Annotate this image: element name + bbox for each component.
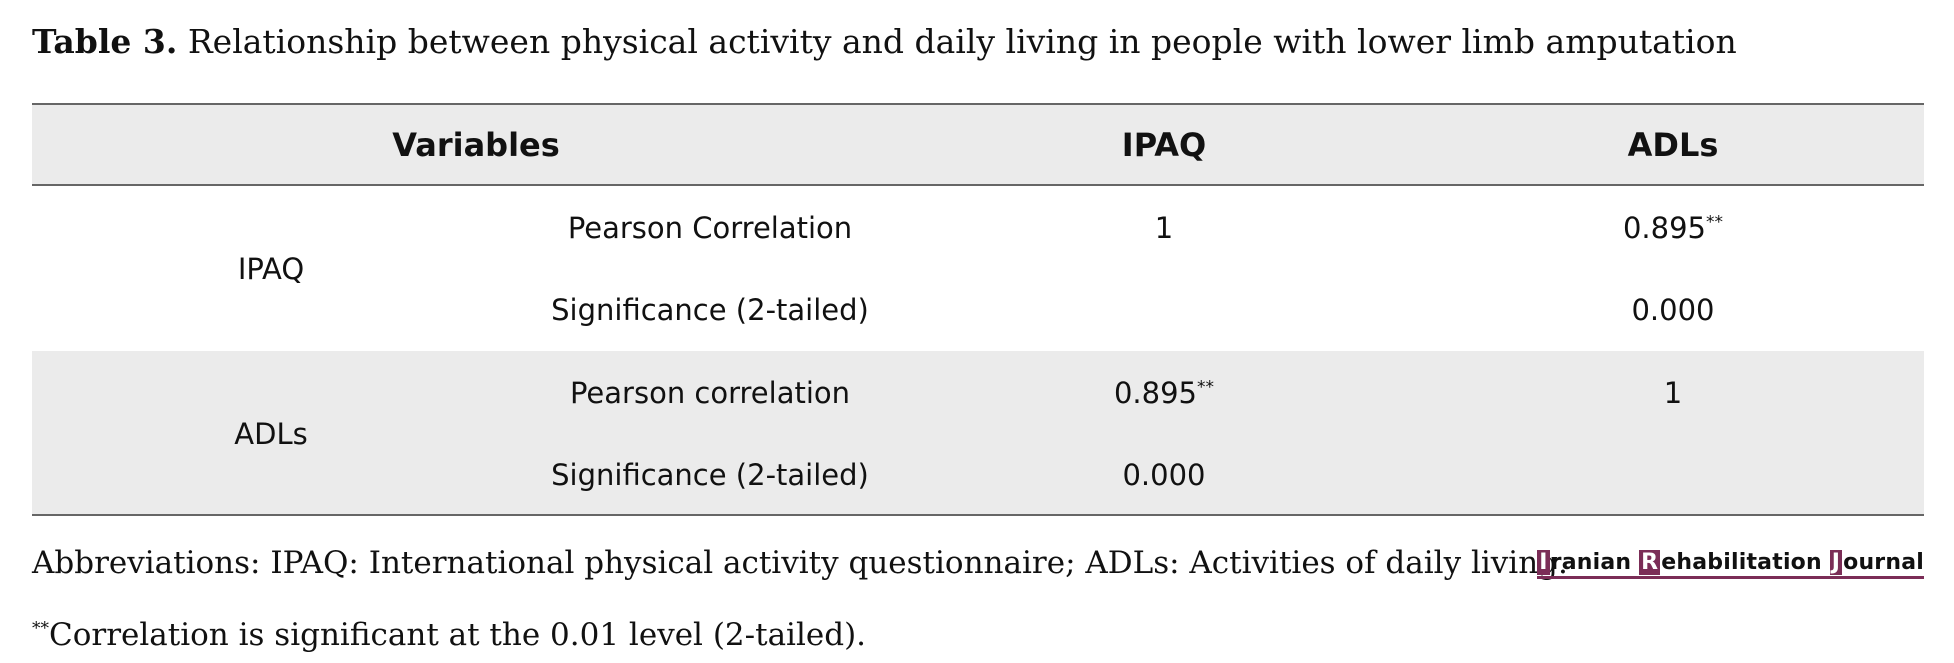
significance-footnote: **Correlation is significant at the 0.01…	[32, 617, 866, 653]
row-stat-label: Pearson Correlation	[567, 211, 853, 245]
cell-ipaq-ipaq-r: 1	[1154, 211, 1174, 245]
row-stat-label: Pearson correlation	[569, 376, 851, 410]
abbreviations-note: Abbreviations: IPAQ: International physi…	[32, 545, 1568, 581]
row-stat-label: Significance (2-tailed)	[551, 458, 869, 492]
logo-word: ehabilitation	[1661, 550, 1822, 575]
footnote-marker: **	[32, 618, 49, 639]
footnote-text: Correlation is significant at the 0.01 l…	[49, 617, 867, 653]
logo-word: ournal	[1843, 550, 1924, 575]
logo-word: ranian	[1550, 550, 1632, 575]
caption-text: Relationship between physical activity a…	[187, 22, 1737, 61]
table-group-adls: ADLs Pearson correlation 0.895** 1 Signi…	[32, 351, 1924, 516]
caption-label: Table 3.	[32, 22, 178, 61]
header-adls: ADLs	[1627, 125, 1719, 164]
table-header-row: Variables IPAQ ADLs	[32, 103, 1924, 186]
row-stat-label: Significance (2-tailed)	[551, 293, 869, 327]
logo-initial: R	[1639, 550, 1661, 575]
table-caption: Table 3. Relationship between physical a…	[32, 22, 1737, 61]
cell-ipaq-adls-sig: 0.000	[1631, 293, 1715, 327]
header-variables: Variables	[392, 125, 560, 164]
cell-adls-adls-r: 1	[1663, 376, 1683, 410]
logo-initial: J	[1829, 550, 1843, 575]
header-ipaq: IPAQ	[1121, 125, 1207, 164]
group-label-adls: ADLs	[234, 417, 308, 451]
group-label-ipaq: IPAQ	[237, 252, 305, 286]
cell-adls-ipaq-sig: 0.000	[1122, 458, 1206, 492]
table-group-ipaq: IPAQ Pearson Correlation 1 0.895** Signi…	[32, 186, 1924, 351]
cell-ipaq-adls-r: 0.895**	[1622, 211, 1724, 245]
logo-initial: I	[1537, 550, 1550, 575]
cell-adls-ipaq-r: 0.895**	[1113, 376, 1215, 410]
correlation-table: Variables IPAQ ADLs IPAQ Pearson Correla…	[32, 103, 1924, 516]
